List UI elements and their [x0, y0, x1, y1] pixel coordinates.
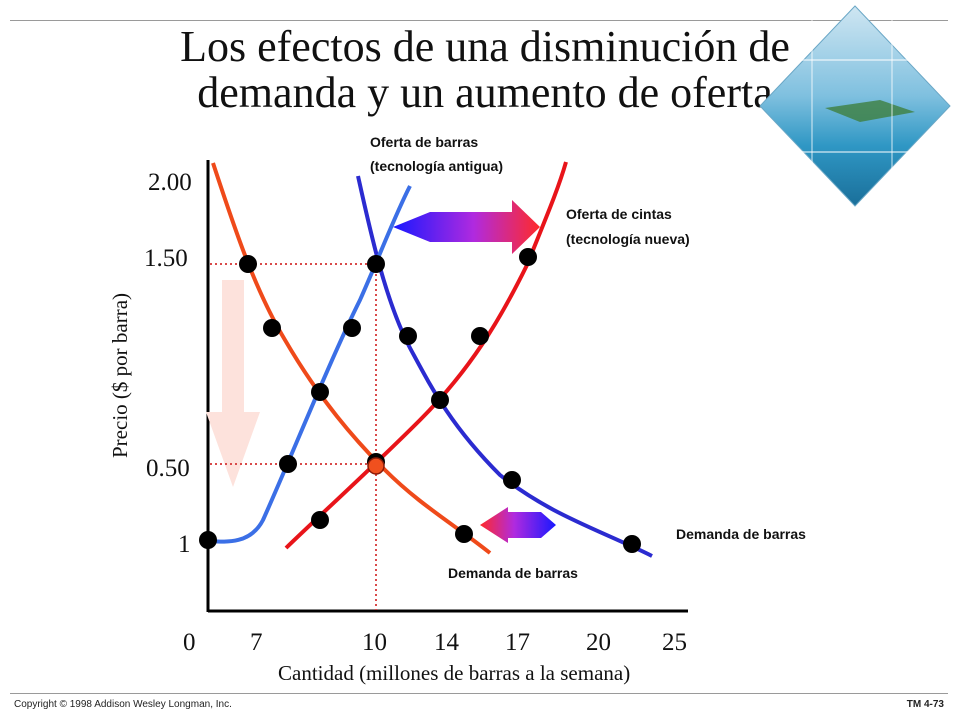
y-tick-label: 0.50 — [146, 455, 190, 482]
new-equilibrium-point — [367, 457, 385, 475]
price-fall-arrow — [206, 280, 260, 487]
data-point — [519, 248, 537, 266]
copyright-text: Copyright © 1998 Addison Wesley Longman,… — [14, 699, 232, 710]
y-tick-label: 1.50 — [144, 245, 188, 272]
label-supply-new-line1: Oferta de cintas — [566, 206, 672, 222]
label-supply-new-line2: (tecnología nueva) — [566, 231, 690, 247]
data-point — [263, 319, 281, 337]
title-line-1: Los efectos de una disminución de — [180, 22, 790, 71]
data-point — [199, 531, 217, 549]
x-tick-label: 10 — [362, 629, 387, 656]
beach-photo-diamond — [759, 5, 951, 207]
slide-title: Los efectos de una disminución de demand… — [90, 24, 880, 116]
top-rule — [10, 20, 948, 21]
demand-shift-arrow — [480, 507, 556, 543]
x-tick-label: 7 — [250, 629, 263, 656]
x-tick-label: 25 — [662, 629, 687, 656]
label-supply-old-line1: Oferta de barras — [370, 134, 478, 150]
data-point — [399, 327, 417, 345]
data-point — [311, 511, 329, 529]
x-tick-label: 14 — [434, 629, 460, 656]
x-tick-label: 20 — [586, 629, 611, 656]
y-tick-label: 2.00 — [148, 169, 192, 196]
label-demand-new: Demanda de barras — [448, 565, 578, 581]
data-point — [455, 525, 473, 543]
demand-new-curve — [211, 162, 492, 555]
data-point — [311, 383, 329, 401]
x-axis-title: Cantidad (millones de barras a la semana… — [278, 661, 630, 685]
chart-points — [199, 248, 641, 553]
data-point — [503, 471, 521, 489]
supply-shift-arrow — [393, 200, 540, 254]
data-point — [431, 391, 449, 409]
data-point — [279, 455, 297, 473]
data-point — [471, 327, 489, 345]
data-point — [367, 255, 385, 273]
y-tick-label: 1 — [178, 531, 191, 558]
label-demand-old: Demanda de barras — [676, 526, 806, 542]
x-tick-label: 17 — [505, 629, 530, 656]
data-point — [239, 255, 257, 273]
label-supply-old-line2: (tecnología antigua) — [370, 158, 503, 174]
x-tick-label: 0 — [183, 629, 196, 656]
supply-new-curve — [284, 161, 568, 550]
bottom-rule — [10, 693, 948, 694]
data-point — [343, 319, 361, 337]
data-point — [623, 535, 641, 553]
title-line-2: demanda y un aumento de oferta — [197, 68, 773, 117]
slide-number: TM 4-73 — [906, 699, 944, 710]
y-axis-title: Precio ($ por barra) — [108, 293, 132, 458]
